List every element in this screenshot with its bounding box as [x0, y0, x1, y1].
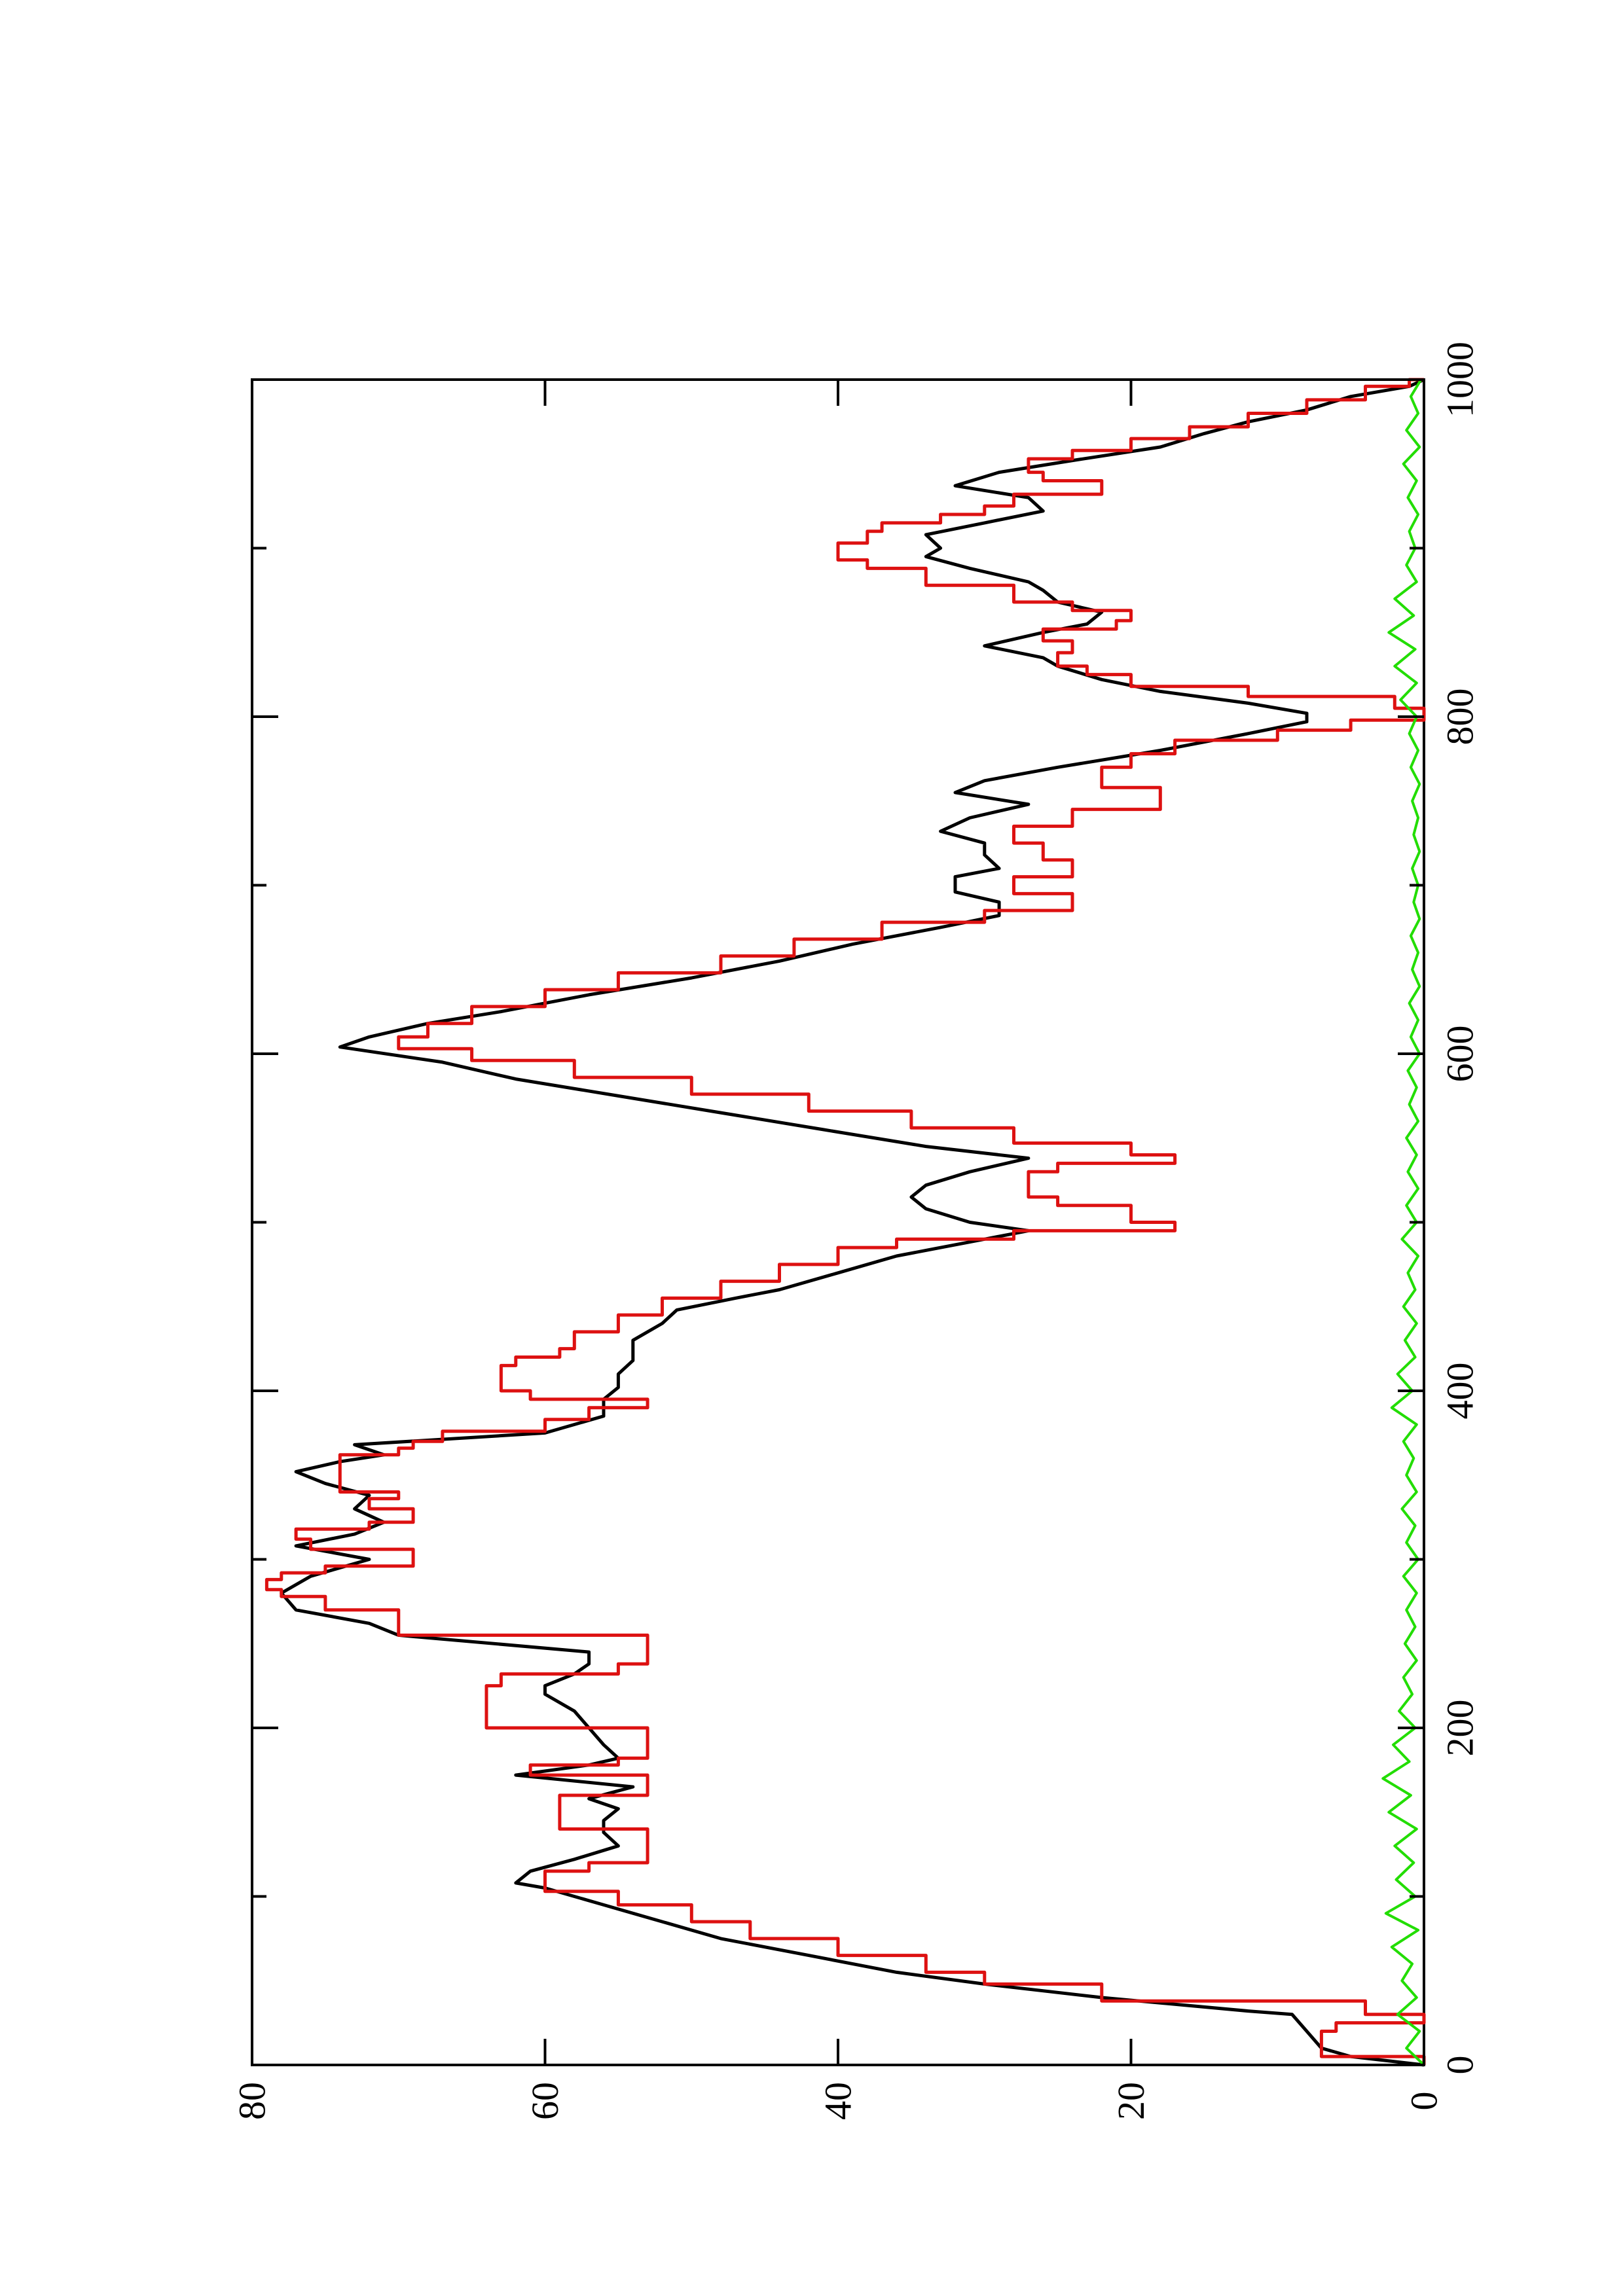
y-tick-label-0: 0 — [1403, 2092, 1446, 2111]
plot-frame — [251, 378, 1425, 2066]
y-tick-label-40: 40 — [817, 2082, 860, 2120]
series-line-0 — [280, 378, 1425, 2067]
series-layer — [264, 378, 1426, 2067]
x-tick-label-200: 200 — [1439, 1700, 1482, 1757]
x-tick-label-400: 400 — [1439, 1363, 1482, 1420]
plot-area — [251, 378, 1425, 2066]
x-tick-label-0: 0 — [1439, 2056, 1482, 2075]
x-tick-label-1000: 1000 — [1439, 342, 1482, 418]
series-line-1 — [264, 378, 1426, 2065]
y-tick-label-20: 20 — [1110, 2082, 1152, 2120]
y-tick-label-60: 60 — [524, 2082, 566, 2120]
x-tick-label-600: 600 — [1439, 1026, 1482, 1083]
axes-layer: 0 200 400 600 800 1000 0 20 40 60 80 — [231, 342, 1482, 2120]
x-tick-label-800: 800 — [1439, 689, 1482, 745]
y-tick-label-80: 80 — [231, 2082, 274, 2120]
